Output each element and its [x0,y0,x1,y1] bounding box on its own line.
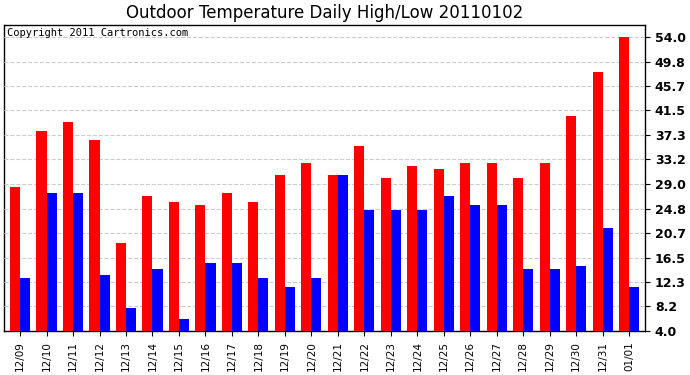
Bar [248,202,259,355]
Bar [302,164,311,355]
Bar [381,178,391,355]
Bar [99,275,110,355]
Bar [354,146,364,355]
Bar [179,320,189,355]
Bar [37,131,46,355]
Bar [513,178,523,355]
Bar [444,196,454,355]
Bar [540,164,550,355]
Bar [407,166,417,355]
Bar [20,278,30,355]
Bar [63,122,73,355]
Bar [460,164,471,355]
Bar [259,278,268,355]
Title: Outdoor Temperature Daily High/Low 20110102: Outdoor Temperature Daily High/Low 20110… [126,4,523,22]
Bar [603,228,613,355]
Bar [195,205,206,355]
Bar [523,269,533,355]
Bar [471,205,480,355]
Bar [593,72,603,355]
Bar [73,193,83,355]
Bar [497,205,507,355]
Bar [486,164,497,355]
Bar [142,196,152,355]
Bar [10,187,20,355]
Bar [619,37,629,355]
Bar [169,202,179,355]
Text: Copyright 2011 Cartronics.com: Copyright 2011 Cartronics.com [8,28,188,38]
Bar [629,287,639,355]
Bar [90,140,99,355]
Bar [338,175,348,355]
Bar [566,116,576,355]
Bar [116,243,126,355]
Bar [46,193,57,355]
Bar [550,269,560,355]
Bar [222,193,232,355]
Bar [417,210,427,355]
Bar [206,264,215,355]
Bar [311,278,322,355]
Bar [232,264,242,355]
Bar [285,287,295,355]
Bar [576,266,586,355]
Bar [434,169,444,355]
Bar [364,210,375,355]
Bar [152,269,163,355]
Bar [328,175,338,355]
Bar [275,175,285,355]
Bar [391,210,401,355]
Bar [126,308,136,355]
